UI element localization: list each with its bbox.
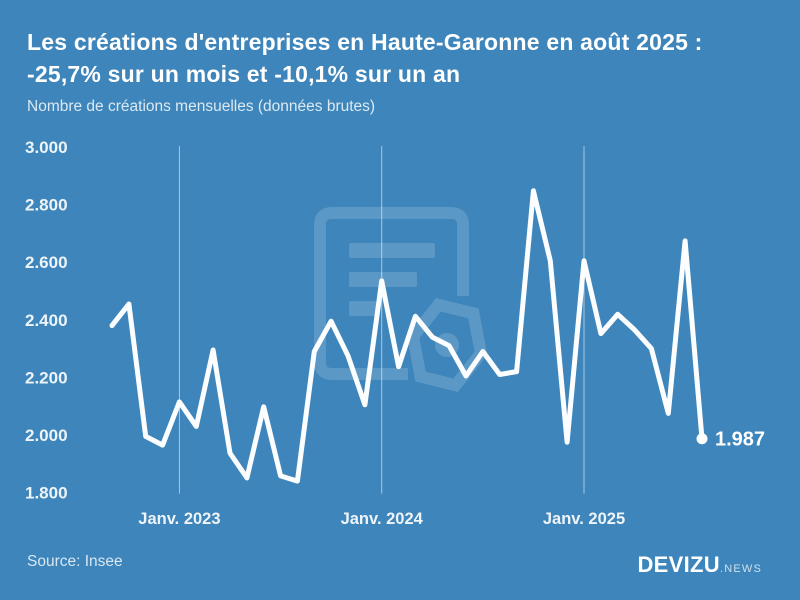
x-axis-label: Janv. 2025 — [543, 510, 625, 528]
brand-suffix: .NEWS — [719, 563, 762, 575]
last-point-label: 1.987 — [715, 429, 765, 451]
y-axis-label: 1.800 — [25, 484, 68, 503]
y-axis-label: 2.800 — [25, 196, 68, 215]
chart-subtitle: Nombre de créations mensuelles (données … — [27, 98, 376, 115]
chart-title-line2: -25,7% sur un mois et -10,1% sur un an — [27, 61, 461, 87]
y-axis-labels: 3.000 2.800 2.600 2.400 2.200 2.000 1.800 — [25, 138, 68, 503]
chart-title-line1: Les créations d'entreprises en Haute-Gar… — [27, 29, 703, 55]
vertical-gridlines — [178, 146, 585, 494]
x-axis-label: Janv. 2024 — [341, 510, 424, 528]
chart-header: Les créations d'entreprises en Haute-Gar… — [27, 26, 780, 116]
source-caption: Source: Insee — [27, 553, 123, 570]
y-axis-label: 3.000 — [25, 138, 68, 157]
y-axis-label: 2.400 — [25, 311, 68, 330]
brand-logo: DEVIZU.NEWS — [637, 552, 762, 578]
y-axis-label: 2.000 — [25, 426, 68, 445]
data-line — [109, 188, 705, 484]
x-axis-labels: Janv. 2023 Janv. 2024 Janv. 2025 — [138, 510, 625, 528]
last-point-dot — [696, 433, 708, 445]
report-watermark-icon — [314, 207, 488, 393]
y-axis-label: 2.200 — [25, 368, 68, 387]
y-axis-label: 2.600 — [25, 253, 68, 272]
brand-name: DEVIZU — [637, 552, 720, 577]
x-axis-label: Janv. 2023 — [138, 510, 220, 528]
